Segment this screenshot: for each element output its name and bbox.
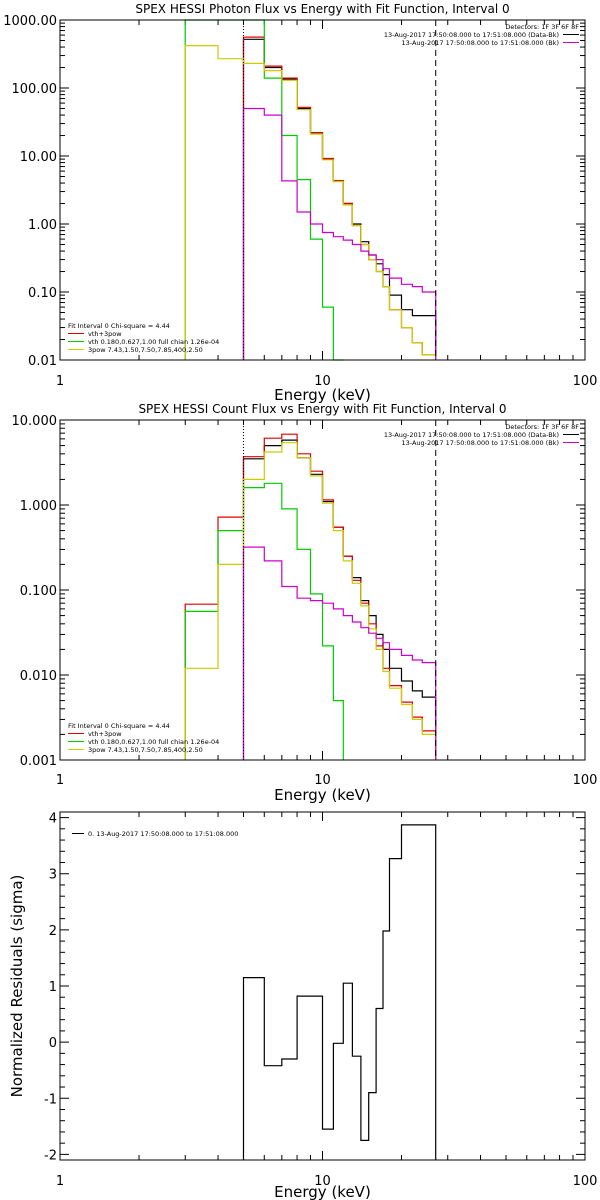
- legend-entry-text: vth 0.180,0.627,1.00 full chian 1.26e-04: [88, 338, 219, 346]
- chart-title: SPEX HESSI Count Flux vs Energy with Fit…: [138, 402, 506, 416]
- legend-bottom-left: Fit Interval 0 Chi-square = 4.44vth+3pow…: [68, 322, 219, 354]
- series-line-5: [242, 107, 437, 360]
- y-tick-label: 1.00: [28, 218, 57, 233]
- y-tick-label: -2: [44, 1148, 57, 1163]
- y-tick-label: 3: [49, 868, 57, 883]
- y-tick-label: 0.010: [20, 669, 57, 684]
- plot-area: [242, 824, 437, 1160]
- legend-entry-text: vth+3pow: [88, 730, 122, 738]
- legend-entry-text: 13-Aug-2017 17:50:08.000 to 17:51:08.000…: [384, 431, 559, 439]
- x-axis-label: Energy (keV): [274, 786, 371, 804]
- x-tick-label: 10: [314, 374, 331, 389]
- series-line-3: [184, 482, 344, 760]
- y-tick-label: 0.10: [28, 286, 57, 301]
- legend-heading: Detectors: 1F 3F 6F 8F: [505, 423, 579, 431]
- series-line-4: [184, 45, 437, 360]
- plot-area: [184, 420, 437, 760]
- x-tick-label: 10: [314, 773, 331, 788]
- legend-entry-text: 13-Aug-2017 17:50:08.000 to 17:51:08.000…: [384, 31, 559, 39]
- legend-entry-text: 13-Aug-2017 17:50:08.000 to 17:51:08.000…: [402, 39, 559, 47]
- y-tick-label: 0.001: [20, 754, 57, 769]
- y-tick-label: 4: [49, 812, 57, 827]
- x-axis-label: Energy (keV): [274, 386, 371, 404]
- series-line-5: [242, 546, 437, 760]
- plot-frame: [59, 811, 586, 1161]
- legend-entry-text: vth 0.180,0.627,1.00 full chian 1.26e-04: [88, 738, 219, 746]
- legend-top-left: 0. 13-Aug-2017 17:50:08.000 to 17:51:08.…: [72, 830, 238, 838]
- y-tick-label: 2: [49, 924, 57, 939]
- legend-heading: Fit Interval 0 Chi-square = 4.44: [68, 322, 170, 330]
- y-tick-label: 0: [49, 1036, 57, 1051]
- legend-entry-text: vth+3pow: [88, 330, 122, 338]
- legend-bottom-left: Fit Interval 0 Chi-square = 4.44vth+3pow…: [68, 722, 219, 754]
- x-tick-label: 1: [56, 1174, 64, 1189]
- series-line-1: [242, 439, 437, 760]
- series-line-2: [184, 433, 437, 760]
- series-line-4: [184, 442, 437, 760]
- chart-panel-3: 1 10 100 Energy (keV) -2 -1 0 1 2 3 4 Normalized Re…: [8, 811, 598, 1200]
- y-axis-label: Normalized Residuals (sigma): [8, 875, 26, 1098]
- y-tick-label: 10.000: [12, 414, 58, 429]
- legend-entry-text: 0. 13-Aug-2017 17:50:08.000 to 17:51:08.…: [88, 830, 238, 838]
- series-line-1: [242, 824, 437, 1160]
- plot-area: [184, 19, 437, 361]
- y-tick-label: 1000.00: [3, 14, 57, 29]
- x-axis-label: Energy (keV): [274, 1183, 371, 1200]
- chart-panel-2: SPEX HESSI Count Flux vs Energy with Fit…: [12, 402, 598, 804]
- series-line-1: [242, 38, 437, 360]
- plot-frame: [59, 419, 586, 761]
- y-tick-label: 1: [49, 980, 57, 995]
- y-tick-label: 0.100: [20, 584, 57, 599]
- x-tick-label: 1: [56, 773, 64, 788]
- legend-entry-text: 3pow 7.43,1.50,7.50,7.85,400,2.50: [88, 346, 203, 354]
- y-tick-label: 1.000: [20, 499, 57, 514]
- legend-entry-text: 3pow 7.43,1.50,7.50,7.85,400,2.50: [88, 746, 203, 754]
- x-tick-label: 100: [573, 773, 598, 788]
- legend-heading: Detectors: 1F 3F 6F 8F: [505, 23, 579, 31]
- plot-frame: [59, 19, 586, 361]
- chart-title: SPEX HESSI Photon Flux vs Energy with Fi…: [135, 2, 509, 16]
- y-tick-label: 10.00: [20, 150, 57, 165]
- x-tick-label: 10: [314, 1174, 331, 1189]
- chart-panel-1: SPEX HESSI Photon Flux vs Energy with Fi…: [3, 2, 597, 404]
- y-tick-label: 0.01: [28, 354, 57, 369]
- legend-heading: Fit Interval 0 Chi-square = 4.44: [68, 722, 170, 730]
- series-line-2: [242, 36, 437, 360]
- legend-entry-text: 13-Aug-2017 17:50:08.000 to 17:51:08.000…: [402, 439, 559, 447]
- y-tick-label: -1: [44, 1092, 57, 1107]
- x-tick-label: 100: [573, 374, 598, 389]
- x-tick-label: 1: [56, 374, 64, 389]
- x-tick-label: 100: [573, 1174, 598, 1189]
- y-tick-label: 100.00: [12, 82, 58, 97]
